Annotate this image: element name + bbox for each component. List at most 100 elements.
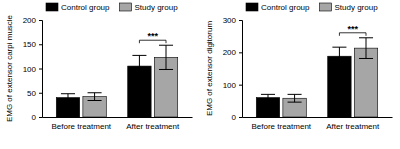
legend-label: Study group (134, 3, 178, 12)
error-cap (359, 58, 373, 59)
y-axis-title: EMG of extensor carpi muscle (5, 14, 14, 122)
y-tick-label: 0 (32, 113, 37, 122)
x-axis: Before treatment After treatment (43, 117, 193, 131)
y-tick: 0 (32, 113, 42, 122)
y-axis: 0 100 200 300 (223, 16, 243, 122)
y-tick: 50 (27, 89, 42, 98)
error-cap (159, 69, 173, 70)
series (83, 45, 178, 117)
x-tick: After treatment (326, 117, 380, 131)
y-tick-mark (239, 52, 242, 53)
significance: *** (339, 24, 366, 36)
y-tick: 300 (223, 16, 242, 25)
y-axis-title: EMG of extensor digitorum (205, 21, 214, 116)
y-tick-label: 200 (223, 48, 237, 57)
error-bar (88, 93, 102, 101)
y-tick-label: 100 (23, 65, 37, 74)
error-bar (288, 94, 302, 102)
chart-panel: 0 100 200 300 Before treatment After treatmen… (205, 3, 392, 131)
error-line (366, 38, 367, 59)
error-cap (261, 100, 275, 101)
error-cap (132, 55, 146, 56)
legend-item: Study group (119, 3, 178, 12)
y-tick-mark (39, 93, 42, 94)
y-tick: 200 (23, 16, 42, 25)
error-cap (288, 94, 302, 95)
legend-item: Control group (46, 3, 110, 12)
y-tick-mark (239, 20, 242, 21)
legend-swatch (46, 3, 58, 11)
error-bar (332, 47, 346, 65)
x-tick: Before treatment (51, 117, 111, 131)
x-axis-line (43, 117, 193, 118)
x-tick-label: Before treatment (251, 122, 311, 131)
x-tick-label: Before treatment (51, 122, 111, 131)
y-axis: 0 50 100 150 200 (23, 16, 43, 122)
bar (328, 56, 351, 117)
bar (256, 98, 279, 117)
y-axis-line (39, 21, 43, 118)
x-tick: After treatment (126, 117, 180, 131)
legend-swatch (246, 3, 258, 11)
x-tick: Before treatment (251, 117, 311, 131)
figure: 0 50 100 150 200 Before treatment After treatm… (0, 0, 400, 149)
error-line (339, 47, 340, 65)
error-cap (88, 92, 102, 93)
significance-label: *** (147, 31, 158, 41)
y-tick-label: 200 (23, 16, 37, 25)
y-tick-label: 150 (23, 40, 37, 49)
error-bar (261, 94, 275, 100)
legend-label: Control group (61, 3, 110, 12)
error-line (94, 93, 95, 101)
y-tick-label: 0 (232, 113, 237, 122)
y-tick-mark (39, 69, 42, 70)
plot-area (256, 38, 377, 117)
legend-swatch (319, 3, 331, 11)
error-cap (61, 93, 75, 94)
y-tick-label: 100 (223, 81, 237, 90)
error-cap (332, 47, 346, 48)
chart-panel: 0 50 100 150 200 Before treatment After treatm… (5, 3, 192, 131)
error-cap (61, 101, 75, 102)
significance: *** (139, 31, 166, 43)
y-tick: 100 (223, 81, 242, 90)
error-cap (132, 76, 146, 77)
error-line (294, 94, 295, 102)
legend-item: Control group (246, 3, 310, 12)
error-line (166, 45, 167, 69)
y-tick-label: 300 (223, 16, 237, 25)
error-bar (61, 94, 75, 102)
legend: Control group Study group (46, 3, 178, 12)
error-line (139, 55, 140, 76)
legend-swatch (119, 3, 131, 11)
error-cap (88, 100, 102, 101)
error-line (67, 94, 68, 102)
y-tick-mark (39, 44, 42, 45)
y-tick-mark (39, 117, 42, 118)
legend-label: Control group (261, 3, 310, 12)
y-tick: 150 (23, 40, 42, 49)
legend-label: Study group (334, 3, 378, 12)
y-axis-line (239, 21, 243, 118)
error-cap (332, 65, 346, 66)
plot-area (56, 45, 177, 117)
error-cap (159, 45, 173, 46)
y-tick: 0 (232, 113, 242, 122)
error-bar (359, 38, 373, 59)
error-cap (261, 94, 275, 95)
x-tick-label: After treatment (326, 122, 380, 131)
x-axis: Before treatment After treatment (243, 117, 393, 131)
series (256, 47, 351, 117)
legend: Control group Study group (246, 3, 378, 12)
x-tick-label: After treatment (126, 122, 180, 131)
y-tick-label: 50 (27, 89, 36, 98)
error-cap (288, 102, 302, 103)
error-line (267, 94, 268, 100)
x-axis-line (243, 117, 393, 118)
y-tick-mark (239, 85, 242, 86)
bar (354, 48, 377, 117)
series (56, 55, 151, 117)
y-tick: 200 (223, 48, 242, 57)
y-tick-mark (239, 117, 242, 118)
y-tick: 100 (23, 65, 42, 74)
